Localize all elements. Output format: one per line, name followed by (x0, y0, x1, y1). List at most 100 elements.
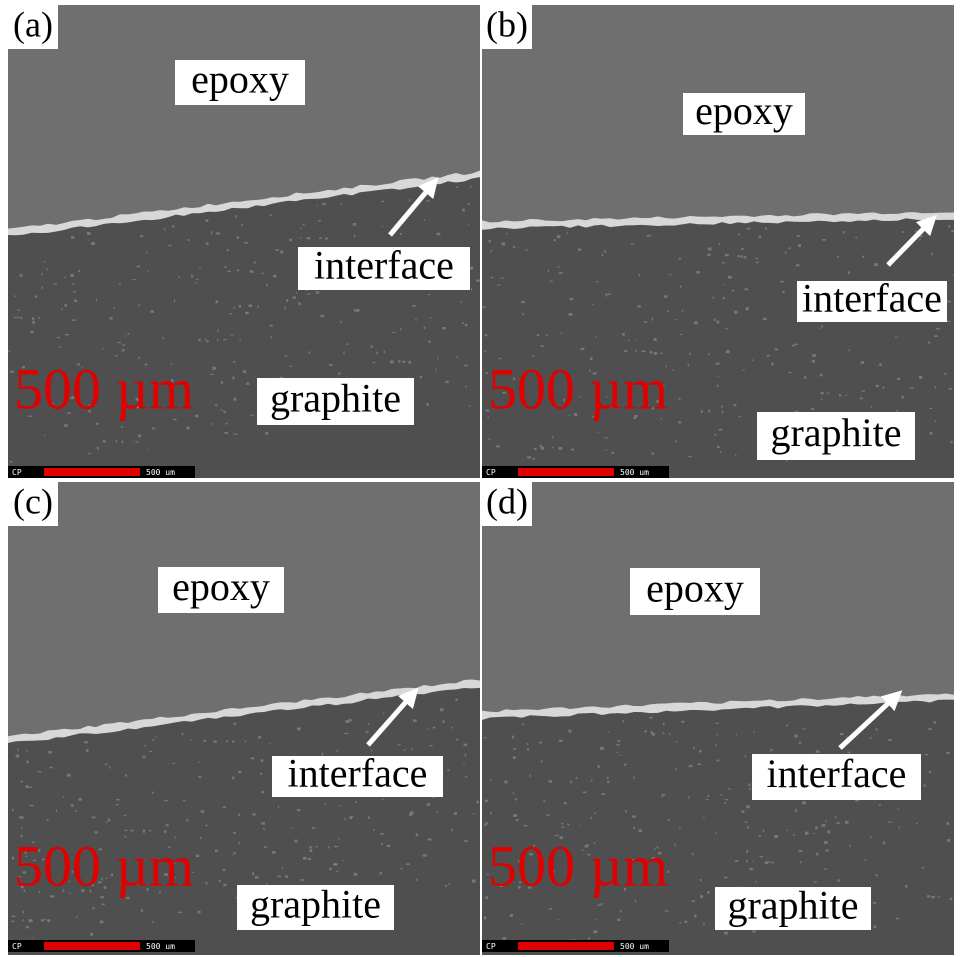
speckle (651, 731, 653, 734)
speckle (265, 432, 268, 435)
speckle (678, 398, 680, 399)
speckle (424, 219, 425, 220)
speckle (196, 279, 199, 280)
speckle (489, 240, 491, 243)
speckle (484, 916, 486, 919)
speckle (796, 264, 799, 266)
speckle (455, 699, 457, 701)
speckle (596, 281, 598, 283)
speckle (527, 456, 531, 458)
speckle (560, 332, 562, 333)
speckle (32, 937, 33, 938)
speckle (515, 798, 517, 800)
speckle (301, 879, 305, 881)
speckle (706, 799, 709, 800)
speckle (124, 815, 127, 816)
speckle (140, 235, 143, 237)
speckle (631, 243, 634, 244)
speckle (679, 258, 681, 260)
speckle (513, 748, 515, 750)
speckle (717, 320, 720, 323)
speckle (387, 845, 390, 847)
speckle (328, 846, 329, 849)
speckle (271, 336, 272, 338)
speckle (788, 372, 792, 373)
speckle (19, 816, 23, 819)
speckle (147, 449, 148, 450)
speckle (946, 752, 949, 754)
speckle (47, 269, 48, 271)
speckle (716, 363, 720, 365)
speckle (463, 763, 464, 764)
speckle (215, 850, 218, 853)
speckle (44, 435, 45, 436)
speckle (117, 342, 121, 343)
speckle (513, 814, 517, 817)
speckle (870, 837, 872, 838)
speckle (436, 233, 440, 236)
speckle (113, 307, 115, 309)
speckle (654, 338, 657, 341)
speckle (300, 227, 301, 229)
speckle (409, 199, 410, 202)
speckle (924, 784, 926, 786)
speckle (344, 733, 348, 734)
speckle (567, 824, 569, 826)
speckle (793, 834, 795, 836)
speckle (738, 233, 739, 235)
speckle (224, 432, 228, 434)
epoxy-label: epoxy (191, 57, 289, 102)
speckle (516, 819, 519, 821)
speckle (786, 830, 788, 831)
speckle (442, 327, 445, 329)
speckle (564, 802, 567, 804)
speckle (229, 313, 231, 314)
speckle (620, 910, 622, 912)
speckle (143, 830, 145, 833)
speckle (549, 780, 552, 783)
interface-label: interface (802, 276, 942, 321)
speckle (617, 740, 620, 742)
speckle (341, 203, 342, 205)
speckle (115, 440, 117, 442)
speckle (862, 256, 864, 258)
speckle (805, 832, 809, 835)
speckle (915, 231, 917, 232)
speckle (752, 860, 753, 861)
speckle (400, 328, 401, 330)
speckle (488, 439, 490, 440)
scale-text: 500 µm (488, 833, 668, 898)
speckle (152, 428, 155, 430)
speckle (561, 827, 564, 828)
speckle (676, 741, 677, 742)
speckle (594, 813, 597, 814)
speckle (336, 871, 339, 872)
speckle (652, 453, 654, 455)
speckle (724, 877, 728, 879)
speckle (679, 922, 680, 924)
speckle (846, 736, 847, 738)
speckle (168, 245, 171, 246)
speckle (153, 739, 154, 741)
speckle (632, 815, 636, 817)
speckle (680, 286, 682, 288)
speckle (428, 728, 429, 729)
speckle (568, 730, 571, 733)
speckle (644, 730, 646, 732)
speckle (476, 801, 478, 804)
speckle (309, 846, 311, 849)
speckle (12, 916, 16, 917)
speckle (451, 829, 453, 832)
speckle (225, 266, 227, 268)
speckle (637, 305, 641, 307)
epoxy-label: epoxy (695, 88, 793, 133)
speckle (775, 348, 778, 350)
panel: (a)epoxyinterfacegraphite500 µmCP500 um (8, 4, 480, 478)
speckle (557, 235, 560, 238)
speckle (406, 863, 409, 865)
scalebar-length: 500 um (146, 468, 175, 477)
speckle (590, 817, 592, 819)
speckle (257, 305, 258, 308)
speckle (756, 262, 758, 264)
speckle (744, 288, 748, 290)
